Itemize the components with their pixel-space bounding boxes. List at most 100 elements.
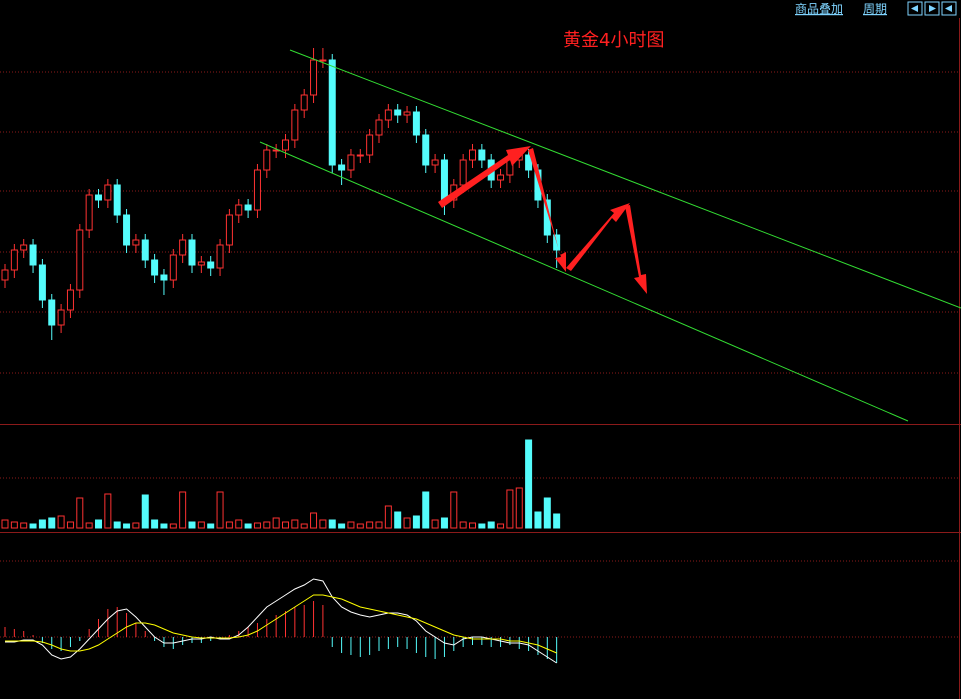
candle-body <box>384 109 392 121</box>
candle-body <box>328 59 336 166</box>
candle-body <box>412 111 420 136</box>
candle-body <box>113 184 121 216</box>
volume-bar <box>48 517 56 529</box>
candle-body <box>366 134 374 156</box>
volume-bar <box>394 511 402 529</box>
macd-line <box>5 594 557 654</box>
candle-body <box>57 309 65 326</box>
volume-bar <box>366 521 374 529</box>
volume-bar <box>10 521 18 529</box>
volume-bar <box>263 521 271 529</box>
plot <box>1 48 561 664</box>
candle-body <box>132 239 140 246</box>
volume-bar <box>123 523 131 529</box>
volume-bar <box>291 519 299 529</box>
candle-body <box>300 94 308 111</box>
volume-bar <box>440 517 448 529</box>
volume-bar <box>347 521 355 529</box>
candle-body <box>207 261 215 269</box>
volume-bar <box>459 521 467 529</box>
chart-title: 黄金4小时图 <box>563 30 664 51</box>
volume-bar <box>450 491 458 529</box>
nav-icon <box>929 5 936 12</box>
grid <box>0 71 959 638</box>
candle-body <box>282 139 289 151</box>
volume-bar <box>525 439 533 529</box>
nav-buttons <box>907 1 957 16</box>
nav-icon <box>945 5 952 12</box>
volume-bar <box>38 519 46 529</box>
candle-body <box>394 109 402 116</box>
volume-bar <box>338 523 346 529</box>
candle-body <box>403 111 411 116</box>
volume-bar <box>29 523 37 529</box>
candle-body <box>319 59 327 62</box>
volume-bar <box>76 497 84 529</box>
volume-bar <box>104 493 112 529</box>
candle-body <box>422 134 430 166</box>
volume-bar <box>244 523 252 529</box>
volume-bar <box>310 512 318 529</box>
volume-bar <box>384 505 392 529</box>
candle-body <box>20 244 28 251</box>
volume-bar <box>319 519 327 529</box>
candle-body <box>66 289 74 311</box>
candle-body <box>497 174 505 181</box>
arrow <box>528 148 566 272</box>
candle-body <box>469 149 476 161</box>
volume-bar <box>534 511 542 529</box>
volume-bar <box>141 494 149 529</box>
candle-body <box>291 109 299 141</box>
candle-body <box>244 204 252 211</box>
panel-borders <box>0 18 961 699</box>
candle-body <box>347 154 355 171</box>
volume-bar <box>328 519 336 529</box>
candle-body <box>478 149 486 161</box>
toolbar-button[interactable]: 周期 <box>863 2 887 16</box>
nav-icon <box>911 5 918 12</box>
volume-bar <box>282 521 289 529</box>
volume-bar <box>431 519 439 529</box>
volume-bar <box>113 521 121 529</box>
candle-body <box>197 261 205 266</box>
volume-bar <box>235 519 243 529</box>
volume-bar <box>197 521 205 529</box>
candle-body <box>188 239 196 266</box>
candle-body <box>431 159 439 166</box>
candle-body <box>76 229 84 291</box>
volume-bar <box>375 521 383 529</box>
candle-body <box>151 259 159 276</box>
volume-bar <box>132 522 140 529</box>
volume-bar <box>207 523 215 529</box>
candle-body <box>29 244 37 266</box>
candle-body <box>179 239 187 256</box>
volume-bar <box>553 513 561 529</box>
macd-line <box>5 578 557 664</box>
volume-bar <box>515 487 523 529</box>
candle-body <box>225 214 233 246</box>
toolbar-button[interactable]: 商品叠加 <box>795 1 843 16</box>
candle-body <box>525 154 533 171</box>
volume-bar <box>403 517 411 529</box>
volume-bar <box>95 519 102 529</box>
arrow <box>566 203 630 271</box>
candle-body <box>38 264 46 301</box>
volume-bar <box>216 491 224 529</box>
candle-body <box>123 214 131 246</box>
candle-body <box>104 184 112 201</box>
candle-body <box>338 164 346 171</box>
candle-body <box>375 119 383 136</box>
volume-bar <box>225 521 233 529</box>
candle-body <box>169 254 177 281</box>
candle-body <box>10 249 18 271</box>
volume-bar <box>253 522 261 529</box>
candle-body <box>48 299 56 326</box>
candle-body <box>356 154 364 157</box>
volume-bar <box>506 489 514 529</box>
candle-body <box>235 204 243 216</box>
volume-bar <box>300 523 308 529</box>
volume-bar <box>543 497 551 529</box>
volume-bar <box>160 523 168 529</box>
candle-body <box>160 274 168 281</box>
